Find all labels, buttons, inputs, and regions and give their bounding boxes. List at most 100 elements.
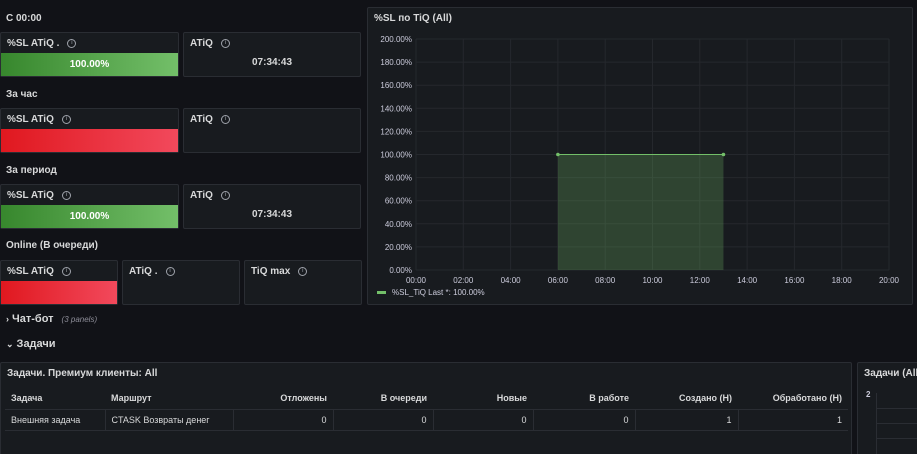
y-tick-label: 2 xyxy=(866,390,871,399)
table-cell: 0 xyxy=(533,409,636,431)
row-tasks[interactable]: ⌄ Задачи xyxy=(6,338,56,350)
series-area xyxy=(557,154,724,270)
panel-atiq-c0000[interactable]: ATiQ i 07:34:43 xyxy=(183,32,361,77)
data-point xyxy=(556,152,560,157)
legend-swatch xyxy=(377,291,386,295)
panel-sl-atiq-c0000[interactable]: %SL ATiQ . i 100.00% xyxy=(0,32,179,77)
y-tick-label: 40.00% xyxy=(385,220,412,229)
x-tick-label: 16:00 xyxy=(784,276,805,285)
panel-title-text: %SL ATiQ xyxy=(7,190,54,201)
y-tick-label: 0.00% xyxy=(389,266,412,275)
tasks-table: Задача Маршрут Отложены В очереди Новые … xyxy=(5,387,848,431)
y-tick-label: 140.00% xyxy=(380,104,412,113)
sl-tiq-chart: 0.00% 20.00% 40.00% 60.00% 80.00% 100.00% 120.… xyxy=(380,35,900,285)
info-icon[interactable]: i xyxy=(220,190,230,200)
grid-line xyxy=(876,408,917,409)
x-tick-label: 20:00 xyxy=(879,276,900,285)
table-cell: CTASK Возвраты денег xyxy=(105,409,234,431)
stat-value: 07:34:43 xyxy=(251,57,293,68)
info-icon[interactable]: i xyxy=(298,266,308,276)
x-tick-label: 02:00 xyxy=(453,276,474,285)
y-tick-label: 80.00% xyxy=(385,174,412,183)
column-header[interactable]: Отложены xyxy=(233,387,333,410)
x-tick-label: 06:00 xyxy=(548,276,569,285)
panel-title: TiQ max i xyxy=(251,266,308,277)
panel-atiq-period[interactable]: ATiQ i 07:34:43 xyxy=(183,184,361,229)
panel-title: %SL ATiQ i xyxy=(7,266,71,277)
info-icon[interactable]: i xyxy=(165,266,175,276)
y-tick-label: 180.00% xyxy=(380,58,412,67)
x-tick-label: 00:00 xyxy=(406,276,427,285)
sl-gauge-bar: 100.00% xyxy=(1,53,178,76)
panel-title: %SL по TiQ (All) xyxy=(374,13,452,24)
panel-sl-atiq-period[interactable]: %SL ATiQ i 100.00% xyxy=(0,184,179,229)
chevron-right-icon: › xyxy=(6,314,9,324)
panel-title: ATiQ i xyxy=(190,38,230,49)
info-icon[interactable]: i xyxy=(67,38,77,48)
info-icon[interactable]: i xyxy=(220,38,230,48)
column-header[interactable]: В очереди xyxy=(333,387,433,410)
column-header[interactable]: Маршрут xyxy=(105,387,233,410)
table-row: Внешняя задача CTASK Возвраты денег 0 0 … xyxy=(5,409,848,431)
panel-tasks-all[interactable]: Задачи (All) 2 xyxy=(857,362,917,454)
panel-sl-tiq-graph[interactable]: %SL по TiQ (All) 0.00% 20.00% 40.00% 60.00%… xyxy=(367,7,913,305)
section-title-online: Online (В очереди) xyxy=(6,240,98,251)
info-icon[interactable]: i xyxy=(61,114,71,124)
y-tick-label: 60.00% xyxy=(385,197,412,206)
grid-line xyxy=(876,438,917,439)
panel-title: %SL ATiQ i xyxy=(7,190,71,201)
panel-title-text: %SL ATiQ . xyxy=(7,38,60,49)
table-header-row: Задача Маршрут Отложены В очереди Новые … xyxy=(5,387,848,410)
stat-value: 07:34:43 xyxy=(251,209,293,220)
column-header[interactable]: Создано (Н) xyxy=(635,387,738,410)
stat-value: 100.00% xyxy=(69,211,110,222)
chevron-down-icon: ⌄ xyxy=(6,339,14,349)
x-tick-label: 10:00 xyxy=(642,276,663,285)
panel-atiq-online[interactable]: ATiQ . i xyxy=(122,260,240,305)
section-title-c0000: С 00:00 xyxy=(6,13,42,24)
panel-tiq-max-online[interactable]: TiQ max i xyxy=(244,260,362,305)
y-tick-label: 20.00% xyxy=(385,243,412,252)
section-title-period: За период xyxy=(6,165,57,176)
column-header[interactable]: В работе xyxy=(533,387,635,410)
grid-line xyxy=(876,423,917,424)
panel-tasks-premium[interactable]: Задачи. Премиум клиенты: All Задача Марш… xyxy=(0,362,852,454)
y-tick-label: 120.00% xyxy=(380,127,412,136)
info-icon[interactable]: i xyxy=(220,114,230,124)
info-icon[interactable]: i xyxy=(61,190,71,200)
panel-title: %SL ATiQ i xyxy=(7,114,71,125)
stat-value: 100.00% xyxy=(69,59,110,70)
table-cell: 0 xyxy=(433,409,534,431)
panel-sl-atiq-online[interactable]: %SL ATiQ i xyxy=(0,260,118,305)
panel-title: %SL ATiQ . i xyxy=(7,38,77,49)
sl-gauge-bar xyxy=(1,281,117,304)
chart-legend[interactable]: %SL_TiQ Last *: 100.00% xyxy=(377,288,485,297)
data-point xyxy=(721,152,726,157)
panel-atiq-hour[interactable]: ATiQ i xyxy=(183,108,361,153)
table-cell: 1 xyxy=(635,409,739,431)
table-cell: 1 xyxy=(738,409,848,431)
row-label: Чат-бот xyxy=(12,313,54,325)
column-header[interactable]: Обработано (Н) xyxy=(738,387,848,410)
legend-label: %SL_TiQ Last *: 100.00% xyxy=(392,288,485,297)
panel-title: ATiQ i xyxy=(190,190,230,201)
y-tick-label: 160.00% xyxy=(380,81,412,90)
x-tick-label: 08:00 xyxy=(595,276,616,285)
table-cell: Внешняя задача xyxy=(5,409,106,431)
column-header[interactable]: Задача xyxy=(5,387,105,410)
panel-title: ATiQ i xyxy=(190,114,230,125)
panel-title-text: ATiQ xyxy=(190,38,213,49)
x-tick-label: 04:00 xyxy=(501,276,522,285)
panel-sl-atiq-hour[interactable]: %SL ATiQ i xyxy=(0,108,179,153)
info-icon[interactable]: i xyxy=(61,266,71,276)
panel-title-text: %SL ATiQ xyxy=(7,114,54,125)
panel-title: Задачи. Премиум клиенты: All xyxy=(7,368,158,379)
x-tick-label: 12:00 xyxy=(690,276,711,285)
row-chat-bot[interactable]: › Чат-бот (3 panels) xyxy=(6,313,97,325)
row-sub-label: (3 panels) xyxy=(61,315,98,324)
sl-gauge-bar: 100.00% xyxy=(1,205,178,228)
panel-title: ATiQ . i xyxy=(129,266,175,277)
panel-title-text: ATiQ . xyxy=(129,266,158,277)
x-tick-label: 14:00 xyxy=(737,276,758,285)
column-header[interactable]: Новые xyxy=(433,387,533,410)
